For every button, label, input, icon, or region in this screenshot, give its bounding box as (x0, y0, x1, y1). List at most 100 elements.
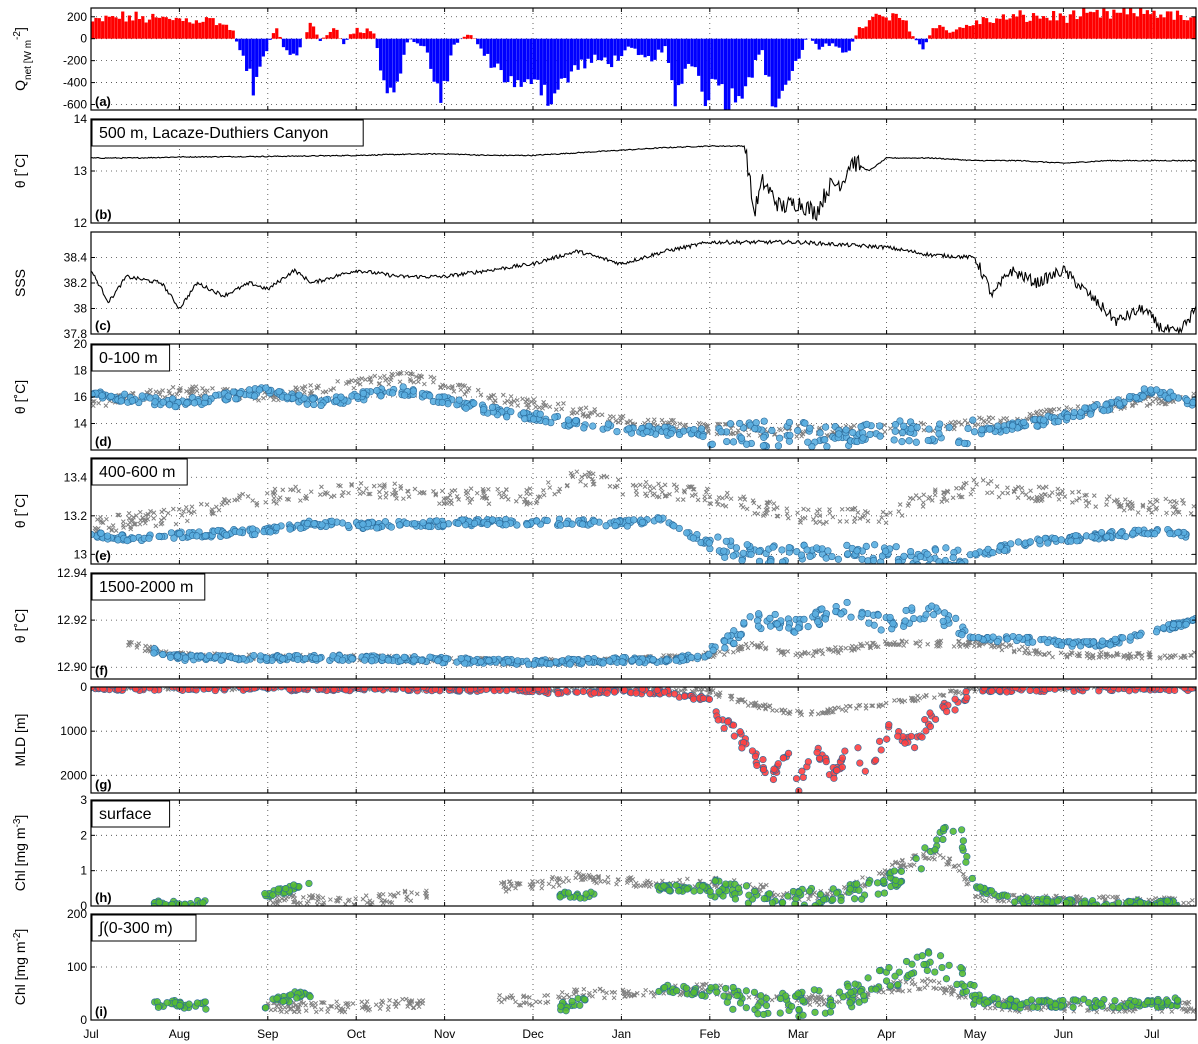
background-marker (377, 489, 382, 495)
bar (462, 36, 466, 39)
background-marker (189, 504, 195, 510)
background-marker (250, 498, 256, 503)
background-marker (1121, 507, 1127, 513)
background-marker (795, 510, 800, 516)
float-marker (891, 421, 900, 429)
background-marker (1150, 502, 1156, 507)
tick-label-y: 16 (74, 390, 88, 404)
float-marker (894, 732, 902, 740)
background-marker (720, 495, 725, 501)
bar (1139, 8, 1143, 39)
background-marker (1178, 655, 1184, 661)
background-marker (728, 496, 734, 502)
bar (509, 38, 513, 77)
background-marker (762, 511, 767, 517)
series-line (91, 144, 1196, 222)
bar (1041, 16, 1046, 39)
background-marker (751, 500, 757, 506)
background-marker (918, 420, 924, 426)
bar (1095, 9, 1099, 39)
float-marker (483, 520, 491, 529)
background-marker (264, 490, 270, 496)
tick-label-y: 14 (74, 112, 88, 126)
background-marker (952, 422, 958, 428)
background-marker (599, 412, 605, 418)
background-marker (170, 384, 176, 390)
float-marker (1126, 393, 1134, 401)
float-marker (816, 429, 824, 437)
float-marker (1044, 638, 1052, 647)
float-marker (995, 687, 1004, 695)
float-marker (301, 655, 309, 663)
float-marker (317, 401, 325, 410)
background-marker (814, 513, 819, 518)
background-marker (730, 430, 736, 436)
bar (623, 38, 627, 51)
float-marker (117, 397, 125, 405)
float-marker (295, 687, 303, 693)
background-marker (398, 486, 404, 491)
background-marker (607, 483, 613, 489)
bar (586, 38, 590, 59)
float-marker (822, 423, 830, 431)
bar (941, 26, 945, 39)
background-marker (1083, 498, 1089, 504)
bar (315, 34, 319, 39)
background-marker (126, 643, 131, 648)
background-marker (467, 500, 473, 505)
background-marker (407, 376, 413, 382)
background-marker (921, 421, 927, 427)
bar (506, 38, 510, 83)
float-marker (1089, 638, 1097, 646)
bar (345, 38, 349, 40)
background-marker (604, 474, 610, 480)
float-marker (1127, 633, 1135, 641)
tick-label-y: 18 (74, 364, 88, 378)
background-marker (982, 419, 988, 425)
float-marker (1020, 418, 1028, 427)
float-marker (488, 516, 497, 524)
float-marker (911, 743, 919, 752)
background-marker (383, 494, 389, 500)
background-marker (524, 491, 530, 496)
bar (1092, 12, 1096, 39)
bar (308, 22, 312, 39)
float-marker (121, 390, 129, 398)
bar (831, 38, 835, 44)
float-marker (551, 413, 559, 421)
float-marker (646, 690, 654, 698)
bar (784, 38, 788, 85)
background-marker (962, 418, 968, 423)
background-marker (120, 519, 126, 524)
bar (147, 19, 152, 39)
background-marker (1172, 504, 1178, 510)
background-marker (1148, 654, 1153, 660)
background-marker (1013, 486, 1018, 492)
float-marker (494, 687, 502, 692)
background-marker (406, 494, 412, 499)
background-marker (1188, 511, 1194, 516)
background-marker (1156, 401, 1161, 406)
background-marker (910, 696, 916, 701)
background-marker (339, 493, 345, 499)
float-marker (1014, 538, 1023, 546)
background-marker (688, 484, 693, 490)
float-marker (720, 547, 728, 555)
float-marker (774, 442, 783, 450)
tick-label-y: 12.92 (57, 613, 87, 627)
bar (606, 38, 610, 65)
float-marker (751, 425, 759, 433)
background-marker (363, 377, 368, 382)
float-marker (1171, 687, 1179, 694)
tick-label-y: 13.4 (64, 470, 88, 484)
float-marker (433, 517, 441, 525)
bar (697, 38, 701, 76)
background-marker (462, 391, 468, 397)
bar (800, 38, 805, 50)
float-marker (912, 438, 920, 446)
float-marker (470, 519, 479, 528)
background-marker (1174, 500, 1179, 506)
background-marker (319, 484, 324, 490)
float-marker (1122, 533, 1130, 541)
